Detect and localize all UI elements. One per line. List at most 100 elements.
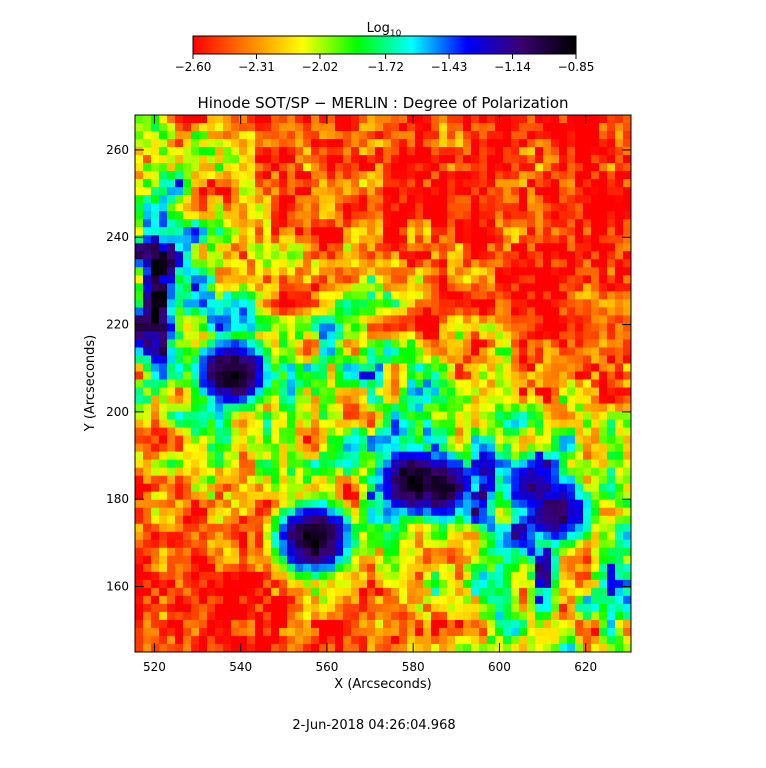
heatmap-cell <box>463 147 472 156</box>
heatmap-cell <box>439 131 448 140</box>
heatmap-cell <box>439 211 448 220</box>
heatmap-cell <box>327 459 336 469</box>
heatmap-cell <box>207 147 216 156</box>
heatmap-cell <box>615 355 624 365</box>
heatmap-cell <box>375 387 384 397</box>
heatmap-cell <box>247 211 256 220</box>
heatmap-cell <box>559 163 568 172</box>
heatmap-cell <box>567 571 576 581</box>
heatmap-cell <box>335 259 344 268</box>
heatmap-cell <box>471 627 480 637</box>
heatmap-cell <box>431 115 440 124</box>
heatmap-cell <box>287 195 296 204</box>
heatmap-cell <box>383 475 392 485</box>
heatmap-cell <box>527 307 536 316</box>
heatmap-cell <box>591 235 600 244</box>
heatmap-cell <box>543 587 552 597</box>
heatmap-cell <box>559 507 568 517</box>
heatmap-cell <box>599 547 608 557</box>
heatmap-cell <box>367 475 376 485</box>
heatmap-cell <box>375 379 384 389</box>
heatmap-cell <box>239 635 248 645</box>
heatmap-cell <box>239 603 248 613</box>
heatmap-cell <box>399 419 408 429</box>
heatmap-cell <box>479 163 488 172</box>
heatmap-cell <box>615 579 624 589</box>
heatmap-cell <box>239 611 248 621</box>
heatmap-cell <box>279 211 288 220</box>
heatmap-cell <box>175 403 184 413</box>
heatmap-cell <box>551 291 560 300</box>
heatmap-cell <box>375 411 384 421</box>
heatmap-cell <box>175 603 184 613</box>
heatmap-cell <box>159 555 168 565</box>
heatmap-cell <box>359 603 368 613</box>
heatmap-cell <box>303 507 312 517</box>
heatmap-cell <box>287 307 296 316</box>
heatmap-cell <box>559 307 568 316</box>
heatmap-cell <box>143 483 152 493</box>
heatmap-cell <box>207 451 216 461</box>
heatmap-cell <box>327 163 336 172</box>
heatmap-cell <box>159 587 168 597</box>
heatmap-cell <box>135 235 144 244</box>
heatmap-cell <box>463 475 472 485</box>
heatmap-cell <box>439 475 448 485</box>
heatmap-cell <box>311 547 320 557</box>
heatmap-cell <box>367 483 376 493</box>
heatmap-cell <box>175 595 184 605</box>
heatmap-cell <box>303 603 312 613</box>
heatmap-cell <box>215 467 224 477</box>
heatmap-cell <box>511 539 520 549</box>
heatmap-cell <box>247 539 256 549</box>
heatmap-cell <box>327 251 336 260</box>
heatmap-cell <box>359 155 368 164</box>
heatmap-cell <box>191 595 200 605</box>
heatmap-cell <box>447 339 456 349</box>
heatmap-cell <box>559 251 568 260</box>
heatmap-cell <box>247 339 256 349</box>
heatmap-cell <box>623 411 631 421</box>
heatmap-cell <box>519 347 528 357</box>
heatmap-cell <box>263 363 272 373</box>
heatmap-cell <box>503 427 512 437</box>
heatmap-cell <box>271 211 280 220</box>
heatmap-cell <box>295 235 304 244</box>
heatmap-cell <box>159 475 168 485</box>
heatmap-cell <box>407 587 416 597</box>
heatmap-cell <box>359 643 368 652</box>
heatmap-cell <box>167 355 176 365</box>
heatmap-cell <box>255 195 264 204</box>
heatmap-cell <box>559 459 568 469</box>
heatmap-cell <box>551 339 560 349</box>
heatmap-cell <box>503 203 512 212</box>
heatmap-cell <box>543 619 552 629</box>
heatmap-cell <box>503 299 512 308</box>
heatmap-cell <box>439 595 448 605</box>
heatmap-cell <box>311 611 320 621</box>
heatmap-cell <box>343 555 352 565</box>
heatmap-cell <box>295 307 304 316</box>
heatmap-cell <box>591 595 600 605</box>
heatmap-cell <box>359 163 368 172</box>
heatmap-cell <box>607 339 616 349</box>
heatmap-cell <box>479 147 488 156</box>
heatmap-cell <box>223 483 232 493</box>
heatmap-cell <box>183 179 192 188</box>
heatmap-cell <box>151 371 160 381</box>
heatmap-cell <box>199 603 208 613</box>
heatmap-cell <box>247 243 256 252</box>
heatmap-cell <box>159 403 168 413</box>
heatmap-cell <box>207 355 216 365</box>
heatmap-cell <box>399 555 408 565</box>
heatmap-cell <box>367 163 376 172</box>
heatmap-cell <box>351 435 360 445</box>
heatmap-cell <box>583 355 592 365</box>
heatmap-cell <box>511 123 520 132</box>
heatmap-cell <box>207 395 216 405</box>
heatmap-cell <box>231 339 240 349</box>
heatmap-cell <box>263 307 272 316</box>
heatmap-cell <box>239 411 248 421</box>
heatmap-cell <box>183 475 192 485</box>
heatmap-cell <box>607 171 616 180</box>
